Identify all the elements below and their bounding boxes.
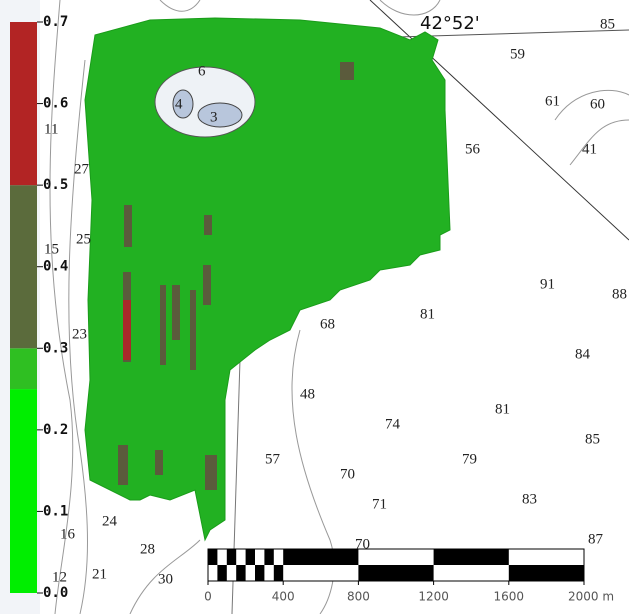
colorbar-tick-label: 0.0 xyxy=(43,585,68,601)
depth-label: 6 xyxy=(198,63,206,79)
depth-label: 85 xyxy=(585,431,600,447)
depth-label: 81 xyxy=(420,306,435,322)
depth-label: 60 xyxy=(590,96,605,112)
latitude-label: 42°52' xyxy=(420,13,480,34)
scale-bar-label: 400 xyxy=(272,590,295,604)
scale-bar-cell xyxy=(264,549,273,565)
scale-bar-block xyxy=(358,565,433,581)
scale-bar-cell xyxy=(246,549,255,565)
colorbar-tick-label: 0.1 xyxy=(43,503,68,519)
depth-label: 74 xyxy=(385,416,401,432)
scale-bar-label: 1600 xyxy=(494,590,525,604)
colorbar-tick-label: 0.2 xyxy=(43,422,68,438)
depth-label: 15 xyxy=(44,241,59,257)
depth-label: 81 xyxy=(495,401,510,417)
depth-label: 27 xyxy=(74,161,90,177)
depth-label: 68 xyxy=(320,316,335,332)
depth-label: 11 xyxy=(44,121,58,137)
depth-label: 85 xyxy=(600,16,615,32)
depth-label: 88 xyxy=(612,286,627,302)
depth-label: 61 xyxy=(545,93,560,109)
depth-label: 83 xyxy=(522,491,537,507)
colorbar-tick-label: 0.3 xyxy=(43,340,68,356)
scale-bar-label: 2000 m xyxy=(568,590,614,604)
depth-label: 87 xyxy=(588,531,604,547)
depth-label: 21 xyxy=(92,566,107,582)
colorbar-tick-label: 0.4 xyxy=(43,259,68,275)
colorbar-segment xyxy=(10,185,37,348)
scale-bar-cell xyxy=(227,549,236,565)
colorbar-tick-label: 0.6 xyxy=(43,96,68,112)
scale-bar-block xyxy=(434,549,509,565)
depth-label: 4 xyxy=(175,96,183,112)
scale-bar-label: 800 xyxy=(347,590,370,604)
depth-label: 84 xyxy=(575,346,591,362)
colorbar-tick-label: 0.7 xyxy=(43,14,68,30)
colorbar-tick-label: 0.5 xyxy=(43,177,68,193)
scale-bar-cell xyxy=(217,565,226,581)
scale-bar-block xyxy=(283,549,358,565)
depth-label: 24 xyxy=(102,513,118,529)
depth-label: 41 xyxy=(582,141,597,157)
depth-label: 12 xyxy=(52,569,67,585)
depth-label: 30 xyxy=(158,571,173,587)
depth-label: 56 xyxy=(465,141,481,157)
scale-bar-cell xyxy=(236,565,245,581)
depth-label: 16 xyxy=(60,526,76,542)
depth-label: 59 xyxy=(510,46,525,62)
depth-label: 25 xyxy=(76,231,91,247)
map-view: 85 59 61 60 41 56 91 81 68 88 84 48 74 8… xyxy=(0,0,629,614)
colorbar-segment xyxy=(10,389,37,593)
red-patch xyxy=(123,300,131,360)
colorbar-segment xyxy=(10,348,37,389)
scale-bar-label: 1200 xyxy=(418,590,449,604)
depth-label: 48 xyxy=(300,386,315,402)
scale-bar-cell xyxy=(274,565,283,581)
depth-label: 28 xyxy=(140,541,155,557)
lake-deep xyxy=(198,103,242,127)
depth-label: 70 xyxy=(340,466,355,482)
depth-label: 91 xyxy=(540,276,555,292)
depth-label: 71 xyxy=(372,496,387,512)
depth-label: 23 xyxy=(72,326,87,342)
depth-label: 57 xyxy=(265,451,281,467)
depth-label: 3 xyxy=(210,109,218,125)
depth-label: 79 xyxy=(462,451,477,467)
scale-bar-cell xyxy=(208,549,217,565)
scale-bar-block xyxy=(509,565,584,581)
colorbar-segment xyxy=(10,22,37,185)
scale-bar-cell xyxy=(255,565,264,581)
scale-bar-label: 0 xyxy=(204,590,212,604)
